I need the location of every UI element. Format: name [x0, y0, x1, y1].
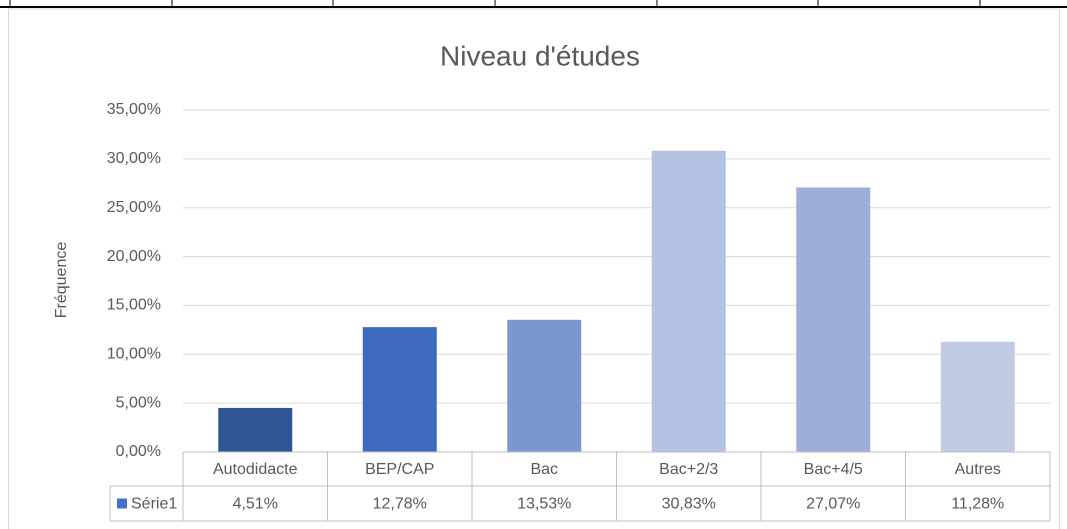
y-axis-label: Fréquence [53, 242, 70, 319]
data-table-value: 11,28% [951, 496, 1004, 513]
y-tick-label: 5,00% [116, 394, 161, 411]
data-table-value: 27,07% [806, 496, 860, 513]
legend-label: Série1 [131, 496, 177, 513]
y-tick-label: 10,00% [107, 346, 161, 363]
legend-swatch [117, 498, 127, 509]
chart-border [8, 8, 1060, 529]
x-tick-label: Bac+2/3 [659, 461, 718, 478]
y-tick-label: 15,00% [107, 297, 161, 314]
chart-title: Niveau d'études [440, 40, 640, 71]
y-tick-label: 0,00% [116, 443, 161, 460]
x-tick-label: BEP/CAP [365, 461, 434, 478]
data-table-value: 30,83% [662, 496, 716, 513]
bar [940, 341, 1015, 452]
y-tick-label: 30,00% [107, 150, 161, 167]
y-tick-label: 20,00% [107, 248, 161, 265]
data-table-value: 12,78% [373, 496, 427, 513]
bar [362, 327, 437, 452]
data-table-value: 13,53% [517, 496, 571, 513]
x-tick-label: Bac [530, 461, 558, 478]
data-table-value: 4,51% [233, 496, 278, 513]
y-tick-label: 35,00% [107, 101, 161, 118]
x-tick-label: Bac+4/5 [804, 461, 863, 478]
x-tick-label: Autodidacte [213, 461, 298, 478]
bar [507, 319, 582, 452]
bar [651, 150, 726, 452]
x-tick-label: Autres [955, 461, 1001, 478]
sheet-strip [0, 0, 1067, 8]
y-tick-label: 25,00% [107, 199, 161, 216]
bar [796, 187, 871, 452]
bar [218, 407, 293, 452]
